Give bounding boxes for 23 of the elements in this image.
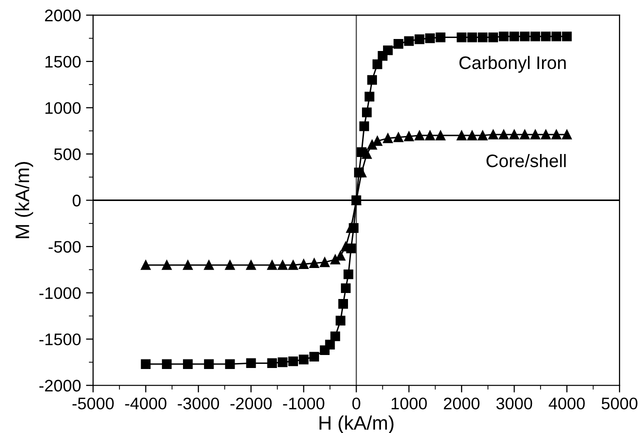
y-axis-title: M (kA/m) [14, 162, 34, 238]
x-tick-label: 4000 [548, 398, 585, 410]
y-tick-label: 1500 [45, 56, 81, 68]
y-tick-label: -1000 [39, 287, 81, 300]
x-tick-label: -4000 [125, 398, 166, 410]
x-tick-label: 5000 [602, 398, 638, 410]
x-tick-label: -2000 [230, 398, 272, 410]
y-tick-label: 1000 [45, 102, 81, 114]
series-label: Carbonyl Iron [459, 56, 566, 73]
y-tick-label: -2000 [39, 380, 81, 392]
x-tick-label: 1000 [392, 398, 427, 410]
y-tick-label: -1500 [39, 333, 81, 346]
y-tick-label: 500 [54, 148, 81, 160]
y-tick-label: 2000 [45, 10, 81, 22]
x-tick-label: 0 [352, 398, 360, 410]
x-tick-label: 2000 [444, 398, 480, 410]
series-label: Core/shell [486, 154, 566, 168]
x-tick-label: 3000 [496, 398, 532, 410]
y-tick-label: 0 [72, 194, 81, 206]
x-tick-label: -5000 [72, 398, 114, 410]
x-tick-label: -1000 [283, 398, 324, 410]
y-tick-label: -500 [48, 240, 81, 253]
x-tick-label: -3000 [178, 398, 220, 410]
